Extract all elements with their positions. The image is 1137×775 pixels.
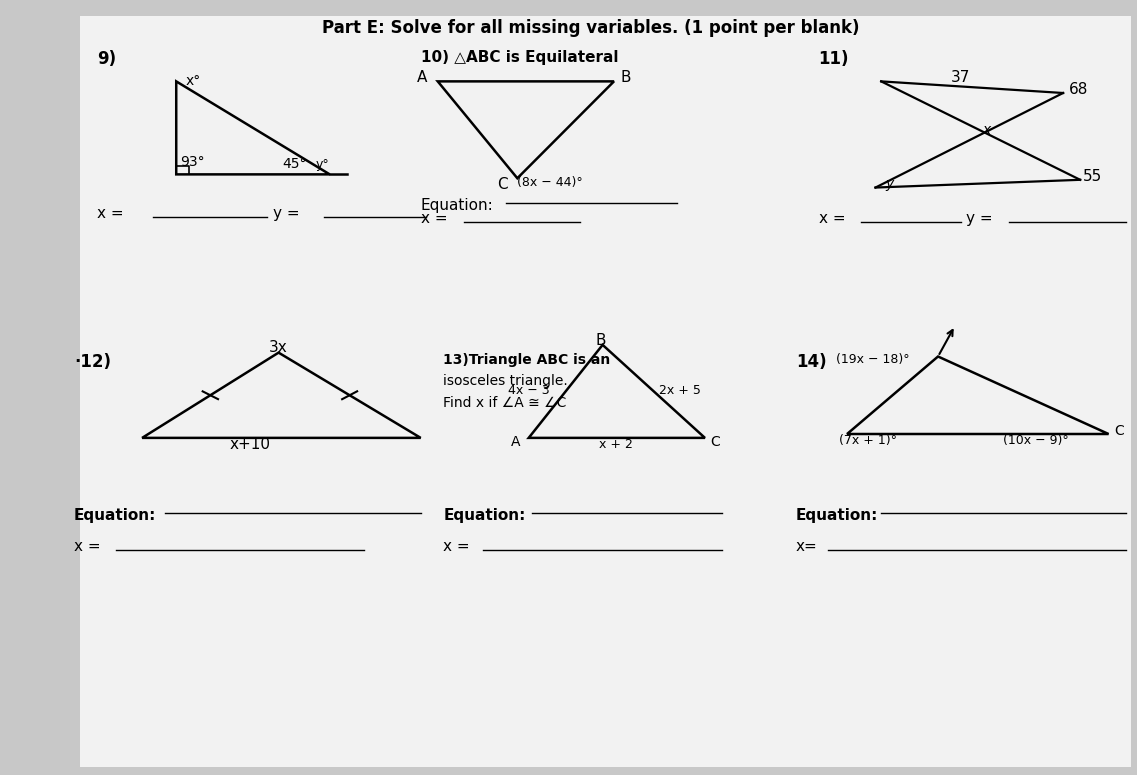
Text: Equation:: Equation:	[421, 198, 493, 212]
Text: 3x: 3x	[269, 339, 288, 355]
Text: (10x − 9)°: (10x − 9)°	[1003, 434, 1069, 446]
Text: x: x	[982, 123, 991, 137]
Text: 45°: 45°	[282, 157, 307, 171]
Text: Part E: Solve for all missing variables. (1 point per blank): Part E: Solve for all missing variables.…	[323, 19, 860, 37]
Text: x + 2: x + 2	[599, 439, 633, 451]
Text: Equation:: Equation:	[443, 508, 525, 522]
Text: x =: x =	[97, 205, 128, 221]
Text: 93°: 93°	[180, 155, 205, 169]
Text: x+10: x+10	[230, 436, 271, 452]
Text: (7x + 1)°: (7x + 1)°	[839, 434, 897, 446]
Text: B: B	[621, 70, 631, 85]
Text: y =: y =	[273, 205, 305, 221]
Text: 4x − 3: 4x − 3	[507, 384, 549, 397]
Text: A: A	[417, 70, 428, 85]
Text: Find x if ∠A ≅ ∠C: Find x if ∠A ≅ ∠C	[443, 396, 567, 410]
Text: 2x + 5: 2x + 5	[659, 384, 702, 397]
Text: x =: x =	[421, 211, 453, 226]
Text: y =: y =	[966, 211, 998, 226]
Text: ·12): ·12)	[74, 353, 111, 370]
Text: 37: 37	[951, 70, 971, 85]
Text: 9): 9)	[97, 50, 116, 68]
Text: x°: x°	[185, 74, 200, 88]
Text: y: y	[886, 177, 894, 191]
Text: 55: 55	[1082, 169, 1102, 184]
Text: C: C	[711, 435, 721, 449]
Text: 11): 11)	[819, 50, 849, 68]
Text: x=: x=	[796, 539, 818, 554]
Text: 10) △ABC is Equilateral: 10) △ABC is Equilateral	[421, 50, 619, 65]
Text: y°: y°	[316, 158, 330, 171]
Text: C: C	[498, 177, 508, 192]
Text: isosceles triangle.: isosceles triangle.	[443, 374, 568, 388]
Text: 68: 68	[1069, 82, 1088, 98]
Text: C: C	[1114, 424, 1124, 438]
Text: 13)Triangle ABC is an: 13)Triangle ABC is an	[443, 353, 611, 367]
Text: 14): 14)	[796, 353, 827, 370]
Text: B: B	[595, 333, 606, 349]
FancyBboxPatch shape	[80, 16, 1131, 767]
Text: (8x − 44)°: (8x − 44)°	[517, 176, 583, 188]
Text: x =: x =	[819, 211, 850, 226]
Text: x =: x =	[443, 539, 475, 554]
Text: A: A	[512, 435, 521, 449]
Text: Equation:: Equation:	[74, 508, 156, 522]
Text: (19x − 18)°: (19x − 18)°	[836, 353, 910, 366]
Text: Equation:: Equation:	[796, 508, 878, 522]
Text: x =: x =	[74, 539, 106, 554]
